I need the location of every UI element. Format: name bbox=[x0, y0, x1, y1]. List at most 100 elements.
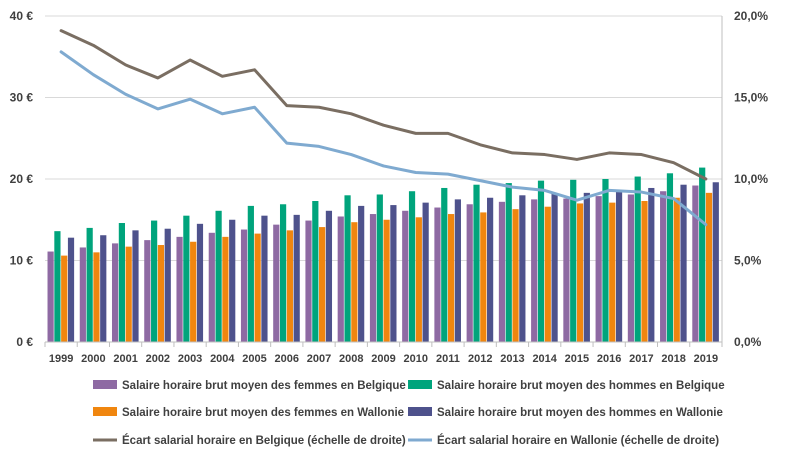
x-tick-label: 2002 bbox=[146, 353, 170, 365]
x-axis: 1999 2000 2001 2002 2003 2004 2005 2006 2007 2008… bbox=[44, 341, 723, 365]
x-tick-label: 2017 bbox=[629, 353, 653, 365]
left-y-axis: 0 € 10 € 20 € 30 € 40 € bbox=[10, 9, 34, 349]
bar-series bbox=[61, 192, 713, 342]
legend-item: Écart salarial horaire en Belgique (éche… bbox=[93, 434, 406, 447]
bar bbox=[229, 219, 236, 342]
bar bbox=[415, 217, 422, 342]
bar bbox=[583, 192, 590, 342]
x-tick-label: 2016 bbox=[597, 353, 621, 365]
legend-swatch bbox=[93, 407, 117, 416]
bar bbox=[132, 230, 139, 342]
bar bbox=[627, 194, 635, 342]
x-tick-label: 2018 bbox=[661, 353, 685, 365]
bar-series bbox=[47, 185, 699, 342]
bar bbox=[358, 205, 365, 342]
left-tick-label: 40 € bbox=[10, 9, 34, 23]
legend-label: Salaire horaire brut moyen des femmes en… bbox=[122, 380, 406, 392]
x-tick-label: 2001 bbox=[113, 353, 137, 365]
legend-item: Salaire horaire brut moyen des hommes en… bbox=[408, 380, 725, 392]
bar bbox=[125, 246, 132, 342]
x-tick-label: 2006 bbox=[275, 353, 299, 365]
legend-label: Écart salarial horaire en Wallonie (éche… bbox=[437, 434, 719, 447]
bar bbox=[705, 192, 713, 342]
bar bbox=[512, 209, 519, 342]
legend-label: Écart salarial horaire en Belgique (éche… bbox=[122, 434, 406, 447]
bar bbox=[602, 179, 609, 342]
bar bbox=[208, 232, 215, 342]
bar bbox=[190, 241, 197, 342]
bar bbox=[144, 240, 151, 342]
legend-label: Salaire horaire brut moyen des femmes en… bbox=[122, 407, 404, 419]
legend-item: Salaire horaire brut moyen des hommes en… bbox=[408, 407, 723, 419]
x-tick-label: 2012 bbox=[468, 353, 492, 365]
bar bbox=[487, 197, 494, 342]
left-tick-label: 20 € bbox=[10, 172, 34, 186]
x-tick-label: 2013 bbox=[500, 353, 524, 365]
bar bbox=[408, 191, 416, 342]
bar bbox=[369, 214, 377, 342]
bar bbox=[93, 252, 100, 342]
bar bbox=[699, 167, 706, 342]
x-tick-label: 2010 bbox=[403, 353, 427, 365]
bar bbox=[473, 184, 480, 342]
bar bbox=[570, 179, 577, 342]
x-tick-label: 2007 bbox=[307, 353, 331, 365]
bar bbox=[273, 224, 280, 342]
bar bbox=[176, 236, 183, 342]
legend-item: Salaire horaire brut moyen des femmes en… bbox=[93, 380, 406, 392]
bar bbox=[254, 233, 261, 342]
legend-label: Salaire horaire brut moyen des hommes en… bbox=[437, 407, 723, 419]
legend-swatch bbox=[93, 380, 117, 389]
bar-series bbox=[54, 167, 706, 342]
bar bbox=[434, 207, 441, 342]
bar bbox=[712, 182, 719, 342]
bar-series bbox=[67, 182, 719, 342]
bar bbox=[325, 210, 333, 342]
right-tick-label: 20,0% bbox=[734, 9, 768, 23]
bar bbox=[67, 237, 75, 342]
bar bbox=[447, 214, 455, 342]
bar bbox=[660, 191, 667, 342]
bar bbox=[641, 201, 648, 342]
x-tick-label: 2005 bbox=[242, 353, 266, 365]
bar bbox=[673, 197, 680, 342]
bar bbox=[337, 216, 344, 342]
right-tick-label: 10,0% bbox=[734, 172, 768, 186]
bar bbox=[615, 191, 623, 342]
bar bbox=[609, 202, 616, 342]
bar bbox=[531, 199, 538, 342]
bar bbox=[47, 251, 54, 342]
bar bbox=[183, 215, 190, 342]
x-tick-label: 2011 bbox=[436, 353, 460, 365]
bar bbox=[648, 187, 655, 342]
bar bbox=[505, 183, 512, 342]
bar bbox=[118, 223, 125, 342]
legend-swatch bbox=[408, 407, 432, 416]
bar-series-group bbox=[47, 167, 719, 342]
legend-item: Écart salarial horaire en Wallonie (éche… bbox=[408, 434, 719, 447]
bar bbox=[680, 184, 687, 342]
bar bbox=[293, 214, 300, 342]
bar bbox=[390, 205, 397, 342]
x-tick-label: 1999 bbox=[49, 353, 73, 365]
bar bbox=[196, 223, 204, 342]
right-tick-label: 5,0% bbox=[734, 254, 762, 268]
x-tick-label: 2008 bbox=[339, 353, 363, 365]
x-tick-label: 2015 bbox=[565, 353, 589, 365]
bar bbox=[247, 205, 254, 342]
bar bbox=[576, 203, 584, 342]
bar bbox=[519, 195, 526, 342]
right-y-axis: 0,0% 5,0% 10,0% 15,0% 20,0% bbox=[721, 9, 768, 349]
bar bbox=[563, 198, 570, 342]
legend-label: Salaire horaire brut moyen des hommes en… bbox=[437, 380, 725, 392]
bar bbox=[551, 193, 558, 342]
bar bbox=[312, 201, 319, 342]
legend-item: Salaire horaire brut moyen des femmes en… bbox=[93, 407, 404, 419]
bar bbox=[351, 222, 358, 342]
bar bbox=[480, 212, 487, 342]
bar bbox=[79, 247, 86, 342]
bar bbox=[164, 228, 171, 342]
line-series bbox=[59, 50, 708, 227]
bar bbox=[376, 194, 383, 342]
